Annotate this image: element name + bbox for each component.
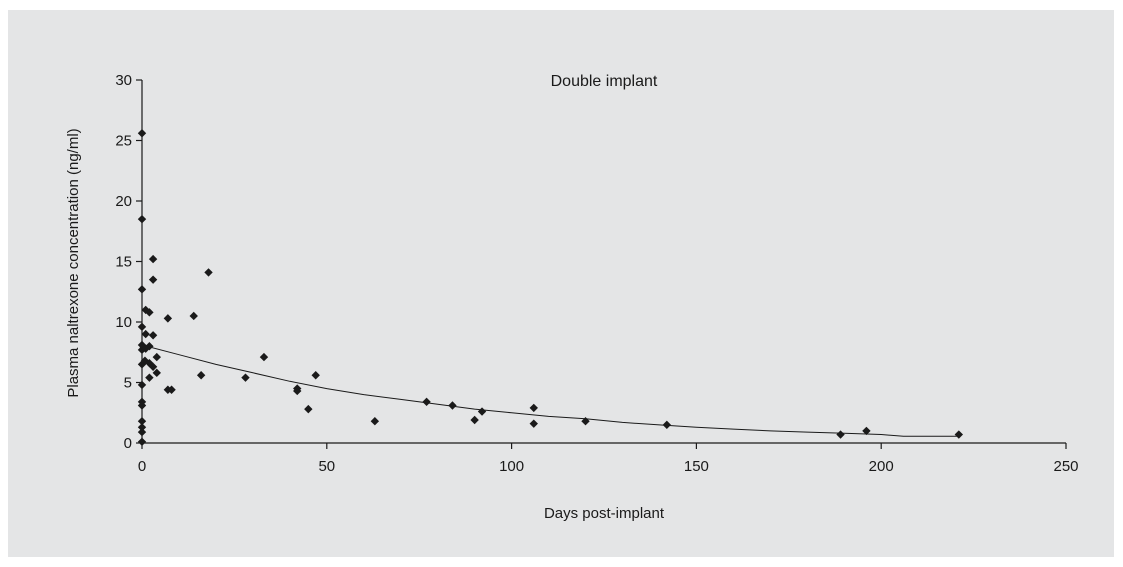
data-point bbox=[196, 371, 206, 380]
data-point bbox=[448, 401, 457, 410]
y-axis-label: Plasma naltrexone concentration (ng/ml) bbox=[65, 128, 82, 397]
y-tick-label: 10 bbox=[115, 314, 132, 331]
data-point bbox=[137, 285, 147, 294]
x-tick-label: 100 bbox=[499, 458, 524, 475]
x-tick-label: 200 bbox=[869, 458, 894, 475]
y-tick-label: 20 bbox=[115, 193, 132, 210]
x-tick-label: 150 bbox=[684, 458, 709, 475]
data-point bbox=[836, 430, 845, 439]
chart-title: Double implant bbox=[551, 73, 658, 90]
x-tick-label: 0 bbox=[138, 458, 146, 475]
data-point bbox=[167, 385, 176, 394]
axes: 0 5 10 15 20 25 30 0 50 100 150 200 250 bbox=[115, 72, 1078, 475]
data-point bbox=[529, 419, 538, 428]
y-tick-label: 0 bbox=[124, 435, 132, 452]
data-point bbox=[137, 214, 147, 224]
trend-line bbox=[141, 344, 959, 437]
data-point bbox=[137, 423, 147, 432]
data-point bbox=[145, 308, 154, 317]
data-point bbox=[422, 397, 431, 407]
y-tick-label: 5 bbox=[124, 375, 132, 392]
data-point bbox=[470, 415, 479, 425]
data-point bbox=[189, 311, 198, 321]
y-tick-label: 25 bbox=[115, 133, 132, 150]
y-tick-label: 15 bbox=[115, 254, 132, 271]
data-point bbox=[137, 360, 147, 369]
data-point bbox=[137, 427, 147, 437]
data-points bbox=[137, 129, 964, 446]
data-point bbox=[241, 373, 250, 382]
chart-background bbox=[8, 10, 1114, 557]
data-point bbox=[141, 329, 150, 339]
data-point bbox=[370, 417, 380, 426]
data-point bbox=[163, 314, 173, 323]
data-point bbox=[145, 373, 154, 382]
data-point bbox=[148, 362, 158, 371]
data-point bbox=[259, 352, 269, 362]
y-tick-label: 30 bbox=[115, 72, 132, 89]
data-point bbox=[137, 417, 147, 426]
data-point bbox=[304, 404, 313, 414]
data-point bbox=[311, 371, 320, 380]
data-point bbox=[148, 275, 158, 284]
data-point bbox=[529, 403, 538, 413]
data-point bbox=[581, 417, 590, 426]
data-point bbox=[137, 380, 147, 390]
data-point bbox=[148, 254, 158, 264]
chart-figure: 0 5 10 15 20 25 30 0 50 100 150 200 250 Double impla… bbox=[8, 10, 1114, 557]
data-point bbox=[152, 352, 161, 362]
data-point bbox=[148, 331, 158, 340]
x-tick-label: 250 bbox=[1053, 458, 1078, 475]
data-point bbox=[137, 401, 147, 410]
data-point bbox=[137, 129, 147, 138]
data-point bbox=[662, 420, 672, 430]
data-point bbox=[954, 430, 964, 439]
data-point bbox=[477, 407, 487, 416]
trend-line-group bbox=[141, 344, 959, 437]
data-point bbox=[145, 342, 154, 351]
x-tick-label: 50 bbox=[318, 458, 335, 475]
x-axis-label: Days post-implant bbox=[544, 505, 665, 522]
data-point bbox=[152, 368, 161, 378]
data-point bbox=[862, 426, 871, 436]
data-point bbox=[293, 386, 302, 396]
data-point bbox=[137, 340, 147, 350]
data-point bbox=[137, 322, 147, 332]
scatter-chart: 0 5 10 15 20 25 30 0 50 100 150 200 250 Double impla… bbox=[8, 10, 1114, 557]
data-point bbox=[137, 437, 147, 446]
data-point bbox=[204, 268, 213, 277]
